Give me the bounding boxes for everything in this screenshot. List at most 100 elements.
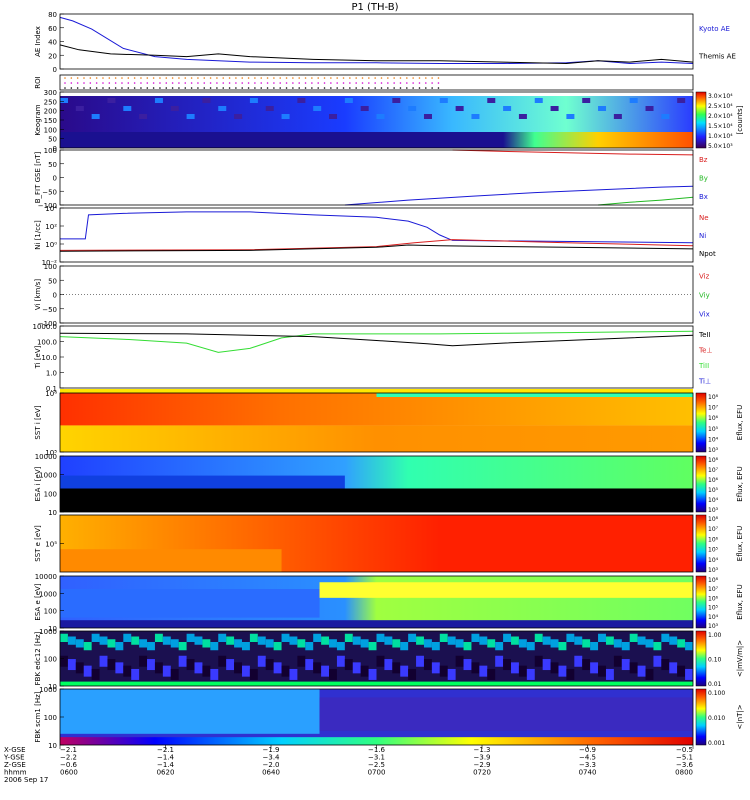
fbk-e-cell <box>471 662 480 674</box>
keogram-ytick: 250 <box>44 98 57 106</box>
bfield-series-by <box>597 196 694 206</box>
roi-dot <box>197 82 199 84</box>
roi-dot <box>311 87 313 89</box>
esa_elec-colorbar-tick: 10⁸ <box>708 577 719 584</box>
roi-dot <box>241 82 244 84</box>
fbk-e-cell <box>99 636 108 645</box>
roi-dot <box>203 87 206 89</box>
sst_elec-colorbar-tick: 10³ <box>708 567 719 574</box>
fbk-e-cell <box>526 668 535 680</box>
roi-dot <box>178 87 180 89</box>
fbk_e-colorbar-tick: 0.01 <box>708 681 722 688</box>
keogram-cell <box>677 98 686 103</box>
roi-dot <box>266 87 269 89</box>
fbk_e-ytick: 100 <box>44 656 57 664</box>
fbk-e-cell <box>487 668 496 680</box>
roi-dot <box>95 82 98 84</box>
sst_elec-colorbar <box>695 514 707 573</box>
keogram-cell <box>408 106 417 111</box>
sst-ion-top-band <box>376 393 693 397</box>
fbk-e-cell <box>170 639 179 648</box>
roi-dot <box>342 82 345 84</box>
fbk-e-cell <box>416 655 424 667</box>
roi-dot <box>349 77 351 79</box>
esa_ion-colorbar-tick: 10⁴ <box>708 497 719 504</box>
density-series-ni <box>60 211 694 244</box>
roi-dot <box>228 82 231 84</box>
keogram-cell <box>265 106 274 111</box>
roi-dot <box>323 77 326 79</box>
fbk-e-cell <box>162 636 171 645</box>
roi-dot <box>399 82 402 84</box>
roi-dot <box>70 77 73 79</box>
fbk-e-cell <box>408 633 417 642</box>
keogram-colorbar-tick: 1.5×10⁴ <box>708 123 733 130</box>
roi-dot <box>342 87 345 89</box>
fbk-e-cell <box>368 668 377 680</box>
bfield-ytick: −50 <box>42 188 57 196</box>
roi-dot <box>336 77 338 79</box>
velocity-frame <box>59 265 694 324</box>
fbk-e-cell <box>685 642 693 651</box>
fbk-e-cell <box>210 668 219 680</box>
fbk-e-cell <box>226 636 235 645</box>
density-legend-item: Ne <box>699 214 709 222</box>
roi-dot <box>260 82 263 84</box>
bfield-ylabel: B_FIT GSE [nT] <box>34 151 42 203</box>
esa_ion-colorbar-tick: 10⁸ <box>708 457 719 464</box>
esa_elec-colorbar-tick: 10⁴ <box>708 614 719 621</box>
sst_ion-colorbar-tick: 10⁸ <box>708 394 719 401</box>
roi-dot <box>330 87 332 89</box>
keogram-cell <box>60 98 68 103</box>
fbk-e-cell <box>677 665 686 677</box>
roi-dot <box>418 77 421 79</box>
roi-dot <box>254 82 256 84</box>
roi-dot <box>165 77 168 79</box>
keogram-colorbar <box>695 91 707 149</box>
esa_ion-ylabel: ESA i [eV] <box>34 466 42 501</box>
fbk-e-cell <box>598 665 606 677</box>
keogram-cell <box>202 98 211 103</box>
sst_ion-frame <box>59 392 694 453</box>
roi-dot <box>311 82 313 84</box>
fbk-e-cell <box>637 636 646 645</box>
temperature-ytick: 100.0 <box>37 339 57 347</box>
fbk-e-cell <box>471 633 480 642</box>
roi-dot <box>127 82 130 84</box>
fbk-e-cell <box>621 659 630 671</box>
fbk-b-bottom <box>60 737 693 745</box>
fbk-e-cell <box>416 636 424 645</box>
roi-dot <box>108 77 111 79</box>
fbk-e-cell <box>598 633 606 642</box>
esa_ion-colorbar <box>695 455 707 513</box>
roi-dot <box>418 82 421 84</box>
xaxis-row-label: X-GSE <box>4 746 26 754</box>
xaxis-row-label: Z-GSE <box>4 761 26 769</box>
roi-dot <box>216 82 218 84</box>
roi-dot <box>64 87 66 89</box>
fbk-e-cell <box>653 642 662 651</box>
roi-dot <box>266 82 269 84</box>
sst_elec-colorbar-title: Eflux, EFU <box>736 526 744 561</box>
keogram-colorbar-tick: 5.0×10³ <box>708 143 733 150</box>
fbk-e-cell <box>344 633 353 642</box>
xaxis-y-value: −3.9 <box>474 754 491 762</box>
fbk-e-cell <box>479 665 488 677</box>
roi-dot <box>165 82 168 84</box>
roi-dot <box>393 82 395 84</box>
roi-dot <box>209 87 212 89</box>
esa-elec-bottom <box>60 620 693 628</box>
fbk-e-cell <box>503 659 512 671</box>
fbk-e-cell <box>257 636 266 645</box>
keogram-cell <box>423 114 432 119</box>
fbk-e-cell <box>265 659 274 671</box>
velocity-ytick: 50 <box>48 277 57 285</box>
keogram-cell <box>329 114 338 119</box>
keogram-cell <box>123 106 132 111</box>
sst_ion-ytick: 10⁵ <box>45 449 57 457</box>
roi-dot <box>380 87 383 89</box>
temperature-ytick: 1000.0 <box>33 323 58 331</box>
fbk-e-cell <box>139 655 148 667</box>
roi-dot <box>279 77 282 79</box>
